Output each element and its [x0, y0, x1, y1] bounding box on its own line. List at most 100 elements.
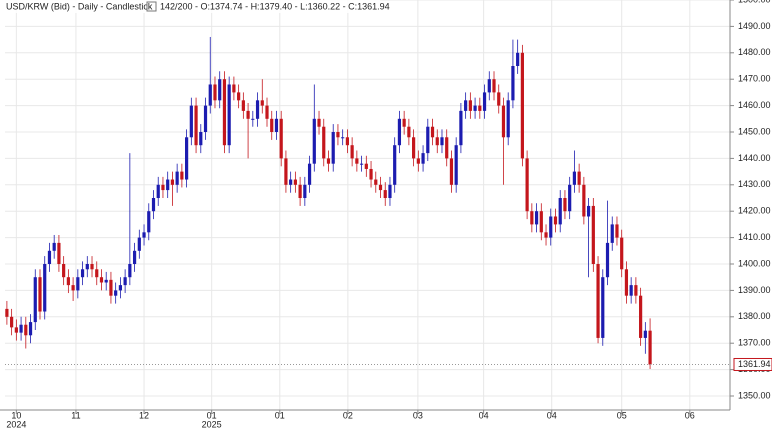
candle-body [28, 322, 33, 336]
candle-body [596, 264, 600, 338]
candle-body [563, 198, 567, 212]
candle-body [634, 285, 638, 296]
candle-body [359, 163, 364, 165]
candle-body [279, 118, 283, 159]
candle-body [374, 179, 378, 185]
candle-body [180, 171, 184, 180]
candle-body [260, 100, 264, 106]
candle-body [449, 158, 454, 185]
candle-body [520, 52, 524, 159]
candle-body [544, 232, 548, 238]
candle-body [76, 277, 80, 291]
y-tick-label: 1500.00 [738, 0, 771, 4]
candle-body [539, 211, 543, 233]
candle-body [506, 100, 510, 138]
candle-body [137, 237, 141, 251]
candle-body [624, 269, 629, 296]
candle-body [511, 66, 515, 101]
candle-body [317, 118, 321, 127]
candle-body [322, 126, 326, 159]
candle-body [109, 279, 113, 296]
candle-body [341, 137, 345, 139]
candle-body [639, 295, 643, 338]
candle-body [298, 184, 302, 199]
y-tick-label: 1490.00 [738, 21, 771, 31]
candle-body [464, 100, 468, 111]
candle-body [90, 264, 94, 270]
last-price-label: 1361.94 [738, 359, 771, 369]
candle-body [104, 279, 108, 283]
candle-body [459, 110, 463, 146]
candle-body [454, 145, 458, 185]
candle-body [369, 168, 373, 180]
candle-body [402, 118, 406, 127]
candle-body [218, 79, 222, 101]
candle-body [497, 92, 501, 106]
candle-body [47, 250, 52, 265]
chart-title: USD/KRW (Bid) - Daily - Candlestick [6, 1, 153, 11]
candle-body [237, 92, 241, 101]
y-tick-label: 1410.00 [738, 232, 771, 242]
candle-body [199, 132, 203, 146]
candle-body [203, 105, 208, 133]
x-tick-label: 05 [617, 410, 627, 420]
candle-body [251, 118, 255, 120]
candle-body [648, 330, 652, 365]
candle-body [175, 171, 179, 185]
last-price-box [733, 357, 772, 371]
candle-body [222, 79, 227, 146]
candle-body [355, 158, 359, 164]
candle-body [95, 269, 99, 278]
candle-body [412, 137, 416, 159]
candle-body [52, 242, 56, 251]
candle-body [185, 137, 189, 180]
x-tick-label: 03 [413, 410, 423, 420]
y-tick-label: 1390.00 [738, 285, 771, 295]
candle-body [24, 324, 28, 336]
candle-body [364, 163, 368, 169]
candle-body [5, 308, 9, 317]
candle-body [336, 132, 340, 138]
y-tick-label: 1350.00 [738, 390, 771, 400]
candle-body [43, 264, 47, 312]
candle-body [303, 184, 307, 199]
candle-body [478, 105, 482, 111]
candle-body [293, 179, 297, 185]
x-tick-label: 02 [343, 410, 353, 420]
candle-body [194, 105, 198, 146]
candle-body [388, 184, 392, 199]
candle-body [586, 205, 591, 217]
candle-body [492, 79, 496, 93]
candle-body [128, 264, 132, 278]
header-bg [0, 0, 380, 13]
candle-body [553, 216, 558, 225]
candle-body [534, 211, 539, 225]
x-tick-label: 01 [207, 410, 217, 420]
candle-body [161, 184, 165, 191]
x-tick-label: 11 [71, 410, 80, 420]
candle-body [284, 158, 288, 185]
candle-body [189, 105, 193, 138]
candle-body [33, 277, 37, 323]
candle-body [265, 105, 269, 119]
candle-body [487, 79, 491, 93]
candle-body [66, 277, 70, 286]
candle-body [440, 137, 444, 146]
candle-body [482, 92, 487, 111]
x-tick-label: 01 [275, 410, 285, 420]
candle-body [289, 179, 293, 185]
candle-body [426, 126, 430, 154]
candle-body [416, 158, 420, 164]
candle-body [445, 137, 449, 159]
year-label: 2025 [202, 419, 222, 428]
candle-body [80, 269, 85, 278]
candle-body [312, 118, 316, 164]
candle-body [629, 285, 633, 296]
candle-body [274, 118, 279, 133]
candle-body [118, 285, 122, 291]
candle-body [208, 84, 212, 106]
candle-body [114, 290, 118, 296]
candle-body [270, 118, 274, 133]
y-tick-label: 1420.00 [738, 206, 771, 216]
